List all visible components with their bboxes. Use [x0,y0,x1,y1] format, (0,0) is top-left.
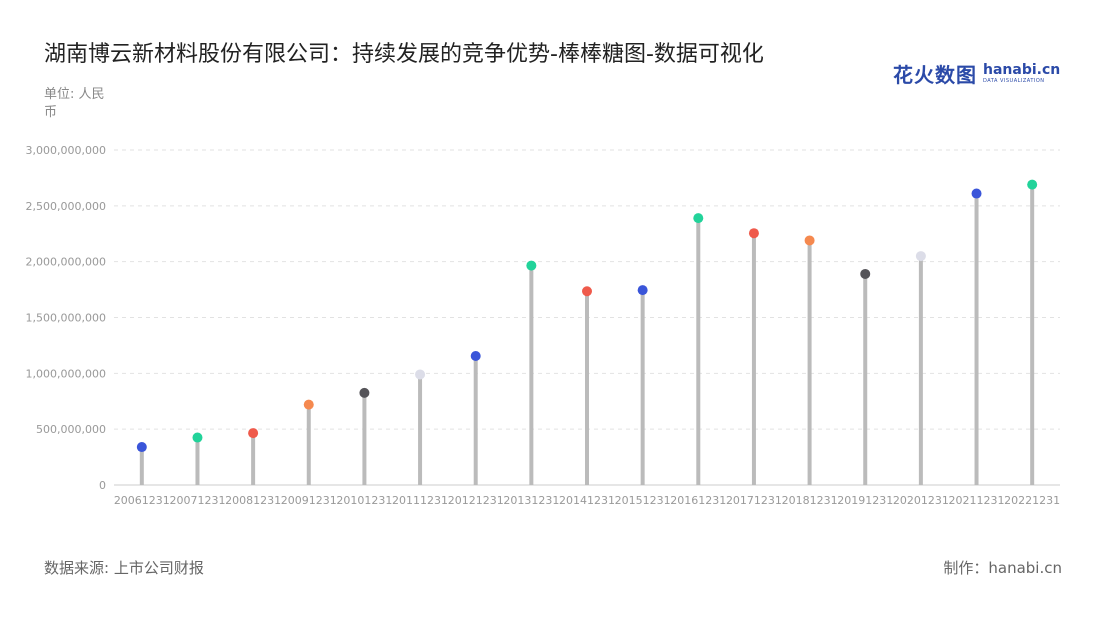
dot [915,251,926,262]
dot [359,387,370,398]
y-tick-label: 1,000,000,000 [26,367,106,380]
dot [415,369,426,380]
y-tick-label: 1,500,000,000 [26,312,106,325]
x-tick-label: 20061231 [114,494,170,507]
x-tick-label: 20071231 [169,494,225,507]
dot [192,432,203,443]
stems [139,184,1035,485]
x-tick-label: 20171231 [726,494,782,507]
x-tick-label: 20211231 [949,494,1005,507]
x-tick-label: 20111231 [392,494,448,507]
x-tick-label: 20221231 [1004,494,1060,507]
x-tick-label: 20141231 [559,494,615,507]
dot [748,228,759,239]
chart-title: 湖南博云新材料股份有限公司：持续发展的竞争优势-棒棒糖图-数据可视化 [44,42,764,67]
logo-en-text: hanabi.cn [983,61,1061,78]
dot [526,260,537,271]
x-tick-label: 20151231 [615,494,671,507]
dot [971,188,982,199]
dots [136,179,1038,453]
x-tick-label: 20191231 [837,494,893,507]
dot [248,428,259,439]
data-source: 数据来源: 上市公司财报 [44,559,204,577]
credit-text: 制作：hanabi.cn [943,559,1062,577]
dot [1027,179,1038,190]
y-axis-ticks: 0 500,000,000 1,000,000,000 1,500,000,000 2,… [26,144,106,492]
brand-logo: 花火数图 hanabi.cn DATA VISUALIZATION [893,60,1060,87]
dot [693,213,704,224]
dot [303,399,314,410]
unit-label: 单位: 人民币 [44,87,105,120]
x-tick-label: 20081231 [225,494,281,507]
dot [860,268,871,279]
x-tick-label: 20201231 [893,494,949,507]
dot [470,351,481,362]
x-tick-label: 20121231 [448,494,504,507]
y-tick-label: 2,500,000,000 [26,200,106,213]
x-tick-label: 20091231 [281,494,337,507]
logo-en-block: hanabi.cn DATA VISUALIZATION [983,63,1060,84]
dot [637,285,648,296]
x-tick-label: 20131231 [503,494,559,507]
y-tick-label: 0 [99,479,106,492]
logo-sub-text: DATA VISUALIZATION [983,77,1045,84]
dot [136,442,147,453]
x-tick-label: 20161231 [670,494,726,507]
dot [582,286,592,297]
x-tick-label: 20101231 [336,494,392,507]
x-axis-ticks: 20061231 20071231 20081231 20091231 20101231… [114,494,1060,507]
y-tick-label: 500,000,000 [36,423,106,436]
y-tick-label: 3,000,000,000 [26,144,106,157]
logo-cn-text: 花火数图 [893,62,977,87]
dot [804,235,815,246]
x-tick-label: 20181231 [782,494,838,507]
y-tick-label: 2,000,000,000 [26,256,106,269]
